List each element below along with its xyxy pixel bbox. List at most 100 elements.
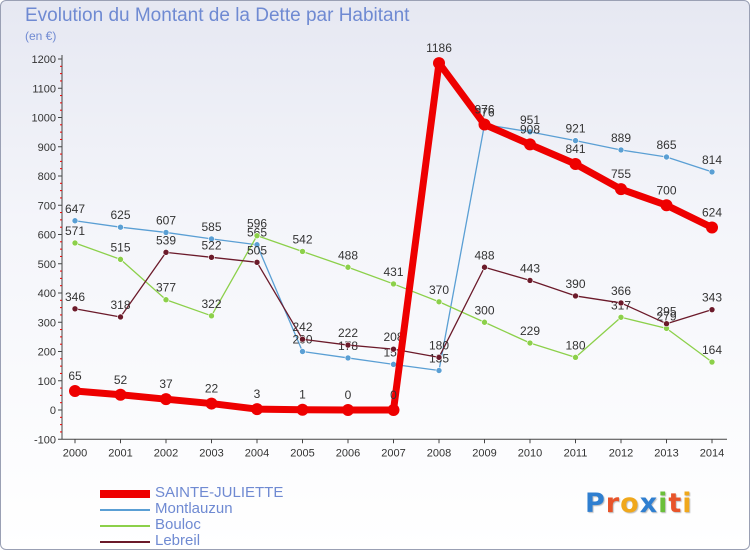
x-tick-label: 2008 bbox=[427, 447, 451, 459]
x-tick-label: 2002 bbox=[154, 447, 178, 459]
data-label: 222 bbox=[338, 326, 358, 340]
data-point bbox=[569, 158, 582, 171]
data-label: 488 bbox=[474, 248, 494, 262]
x-tick-label: 2011 bbox=[564, 447, 588, 459]
data-point bbox=[617, 146, 625, 154]
data-label: 180 bbox=[429, 338, 449, 352]
data-label: 0 bbox=[345, 388, 352, 402]
y-tick-label: 1000 bbox=[32, 113, 56, 125]
x-tick-label: 2009 bbox=[472, 447, 496, 459]
legend-label: Lebreil bbox=[155, 532, 201, 549]
data-point bbox=[208, 254, 215, 261]
data-label: 346 bbox=[65, 290, 85, 304]
data-label: 625 bbox=[110, 208, 130, 222]
data-point bbox=[71, 305, 79, 313]
data-label: 505 bbox=[247, 243, 267, 257]
logo-letter: P bbox=[585, 488, 606, 519]
data-point bbox=[708, 306, 716, 313]
data-label: 951 bbox=[520, 113, 540, 127]
legend-label: Montlauzun bbox=[155, 500, 233, 517]
data-label: 295 bbox=[656, 305, 676, 319]
y-tick-label: 400 bbox=[38, 288, 56, 300]
data-label: 755 bbox=[611, 167, 631, 181]
data-label: 571 bbox=[65, 224, 85, 238]
x-tick-label: 2003 bbox=[199, 447, 223, 459]
legend-swatch bbox=[100, 541, 150, 543]
data-label: 377 bbox=[156, 281, 176, 295]
logo-letter: o bbox=[620, 488, 640, 519]
data-point bbox=[117, 223, 124, 231]
data-point bbox=[344, 354, 352, 362]
data-label: 700 bbox=[656, 183, 676, 197]
data-label: 596 bbox=[247, 217, 267, 231]
data-point bbox=[342, 404, 354, 416]
data-label: 279 bbox=[656, 309, 676, 323]
legend-swatch bbox=[100, 490, 150, 498]
data-label: 242 bbox=[292, 320, 312, 334]
data-label: 488 bbox=[338, 248, 358, 262]
data-point bbox=[296, 403, 309, 416]
legend-label: Bouloc bbox=[155, 516, 201, 533]
data-point bbox=[435, 367, 443, 374]
data-label: 343 bbox=[702, 291, 722, 305]
data-point bbox=[572, 354, 579, 361]
data-point bbox=[433, 57, 445, 70]
data-label: 522 bbox=[201, 238, 221, 252]
data-point bbox=[435, 354, 443, 361]
data-point bbox=[481, 318, 488, 326]
data-point bbox=[71, 239, 79, 247]
data-point bbox=[160, 393, 172, 406]
data-point bbox=[708, 358, 716, 366]
data-point bbox=[435, 298, 443, 306]
data-point bbox=[162, 249, 170, 256]
data-point bbox=[205, 397, 218, 410]
y-tick-label: -100 bbox=[34, 434, 56, 446]
data-label: 431 bbox=[383, 265, 403, 279]
data-label: 976 bbox=[474, 103, 494, 117]
y-tick-label: 500 bbox=[38, 259, 56, 271]
data-label: 22 bbox=[205, 382, 219, 396]
data-point bbox=[299, 248, 306, 255]
data-label: 647 bbox=[65, 202, 85, 216]
data-label: 889 bbox=[611, 131, 631, 145]
logo-letter: r bbox=[605, 488, 621, 519]
data-point bbox=[208, 235, 215, 243]
data-point bbox=[572, 292, 579, 300]
data-label: 390 bbox=[565, 277, 585, 291]
x-tick-label: 2001 bbox=[108, 447, 132, 459]
data-point bbox=[390, 280, 397, 288]
data-point bbox=[253, 258, 261, 266]
y-tick-label: 200 bbox=[38, 347, 56, 359]
data-point bbox=[478, 118, 491, 131]
data-point bbox=[69, 384, 81, 397]
data-point bbox=[390, 361, 397, 368]
data-label: 370 bbox=[429, 283, 449, 297]
data-label: 1186 bbox=[426, 41, 452, 55]
data-point bbox=[663, 320, 670, 328]
legend-label: SAINTE-JULIETTE bbox=[155, 484, 284, 501]
data-point bbox=[663, 153, 670, 161]
data-label: 539 bbox=[156, 233, 176, 247]
data-label: 322 bbox=[201, 297, 221, 311]
y-tick-label: 900 bbox=[38, 142, 56, 154]
x-tick-label: 2010 bbox=[518, 447, 542, 459]
data-point bbox=[617, 299, 625, 307]
data-label: 229 bbox=[520, 324, 540, 338]
data-point bbox=[390, 345, 397, 353]
data-point bbox=[572, 137, 579, 144]
data-point bbox=[617, 313, 625, 321]
data-point bbox=[117, 256, 124, 263]
data-label: 624 bbox=[702, 205, 722, 219]
data-point bbox=[114, 388, 127, 401]
y-tick-label: 600 bbox=[38, 230, 56, 242]
data-label: 164 bbox=[702, 343, 722, 357]
data-label: 366 bbox=[611, 284, 631, 298]
y-tick-label: 1100 bbox=[32, 83, 56, 95]
x-tick-label: 2012 bbox=[609, 447, 633, 459]
data-label: 1 bbox=[299, 388, 306, 402]
x-tick-label: 2014 bbox=[700, 447, 724, 459]
x-tick-label: 2004 bbox=[245, 447, 269, 459]
data-point bbox=[526, 277, 534, 284]
x-tick-label: 2013 bbox=[654, 447, 678, 459]
y-tick-label: 0 bbox=[50, 405, 56, 417]
